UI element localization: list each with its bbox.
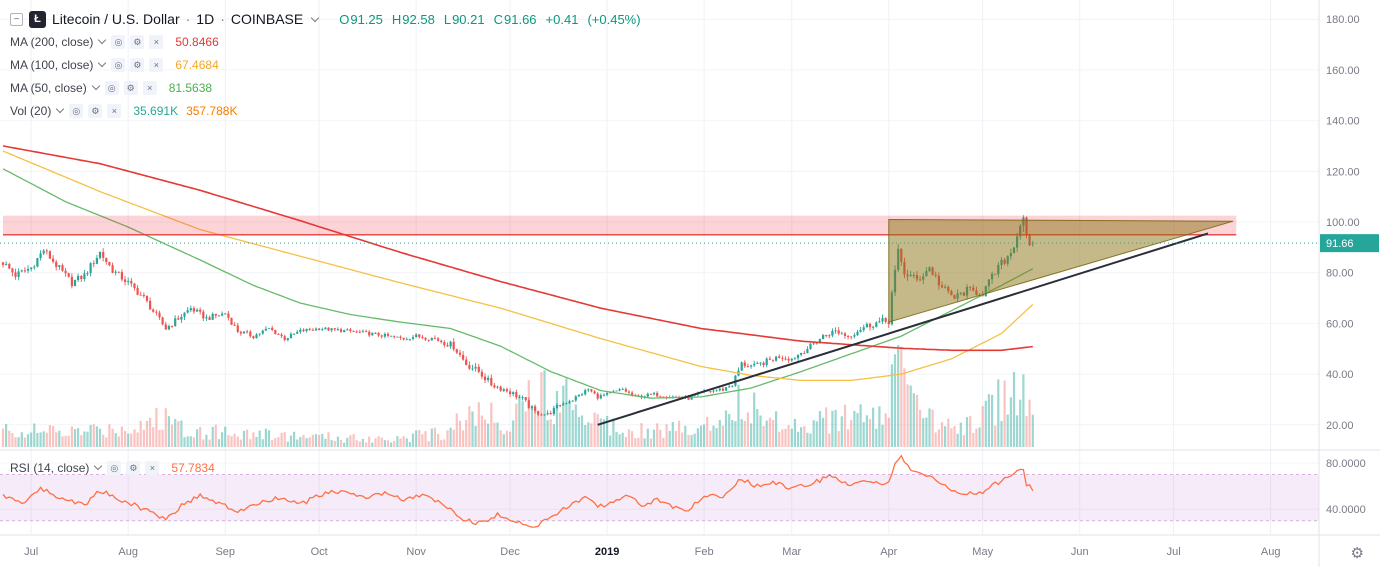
settings-icon[interactable]: ⚙ bbox=[88, 103, 103, 118]
low-value: 90.21 bbox=[452, 11, 485, 27]
indicator-ma50-value: 81.5638 bbox=[168, 80, 213, 95]
time-tick-label: 2019 bbox=[595, 546, 619, 558]
rsi-tick-label: 80.0000 bbox=[1326, 458, 1366, 470]
eye-icon[interactable]: ◎ bbox=[107, 460, 122, 475]
change-value: +0.41 bbox=[545, 11, 579, 27]
price-tick-label: 80.00 bbox=[1326, 268, 1354, 280]
price-tick-label: 60.00 bbox=[1326, 318, 1354, 330]
grid-layer bbox=[0, 0, 1319, 535]
indicator-rsi-value: 57.7834 bbox=[171, 460, 215, 475]
separator-dot: · bbox=[185, 11, 191, 27]
remove-icon[interactable]: × bbox=[149, 34, 164, 49]
indicator-row-rsi[interactable]: RSI (14, close) ◎ ⚙ × 57.7834 bbox=[10, 456, 215, 479]
indicator-ma100-label[interactable]: MA (100, close) bbox=[10, 57, 94, 72]
time-tick-label: Feb bbox=[695, 546, 714, 558]
time-tick-label: Sep bbox=[215, 546, 235, 558]
high-value: 92.58 bbox=[402, 11, 435, 27]
settings-icon[interactable]: ⚙ bbox=[130, 57, 145, 72]
chevron-down-icon[interactable] bbox=[56, 104, 65, 114]
chevron-down-icon[interactable] bbox=[98, 35, 107, 45]
chart-legend: − Ł Litecoin / U.S. Dollar · 1D · COINBA… bbox=[10, 8, 641, 122]
chevron-down-icon[interactable] bbox=[94, 461, 103, 471]
symbol-title[interactable]: Litecoin / U.S. Dollar bbox=[52, 11, 180, 27]
remove-icon[interactable]: × bbox=[149, 57, 164, 72]
price-tick-label: 140.00 bbox=[1326, 116, 1360, 128]
remove-icon[interactable]: × bbox=[142, 80, 157, 95]
settings-gear-icon[interactable]: ⚙ bbox=[1350, 545, 1364, 562]
time-tick-label: Oct bbox=[311, 546, 328, 558]
chevron-down-icon[interactable] bbox=[98, 58, 107, 68]
price-tick-label: 180.00 bbox=[1326, 14, 1360, 26]
interval-label[interactable]: 1D bbox=[196, 11, 215, 27]
indicator-ma200-label[interactable]: MA (200, close) bbox=[10, 34, 94, 49]
eye-icon[interactable]: ◎ bbox=[69, 103, 84, 118]
price-tick-label: 100.00 bbox=[1326, 217, 1360, 229]
time-tick-label: Aug bbox=[1261, 546, 1281, 558]
candles-layer bbox=[1, 215, 1034, 417]
indicator-row-ma200[interactable]: MA (200, close) ◎ ⚙ × 50.8466 bbox=[10, 30, 641, 53]
rsi-tick-label: 40.0000 bbox=[1326, 504, 1366, 516]
eye-icon[interactable]: ◎ bbox=[111, 34, 126, 49]
time-tick-label: Dec bbox=[500, 546, 520, 558]
collapse-pane-icon[interactable]: − bbox=[10, 12, 23, 26]
settings-icon[interactable]: ⚙ bbox=[126, 460, 141, 475]
chevron-down-icon[interactable] bbox=[310, 13, 320, 22]
remove-icon[interactable]: × bbox=[145, 460, 160, 475]
litecoin-logo-icon: Ł bbox=[29, 10, 46, 28]
time-tick-label: Jun bbox=[1071, 546, 1089, 558]
remove-icon[interactable]: × bbox=[107, 103, 122, 118]
indicator-ma200-value: 50.8466 bbox=[175, 34, 219, 49]
settings-icon[interactable]: ⚙ bbox=[130, 34, 145, 49]
time-tick-label: Jul bbox=[1167, 546, 1181, 558]
close-value: 91.66 bbox=[504, 11, 537, 27]
low-label: L bbox=[443, 11, 452, 27]
open-label: O bbox=[339, 11, 350, 27]
symbol-row: − Ł Litecoin / U.S. Dollar · 1D · COINBA… bbox=[10, 8, 641, 30]
exchange-label[interactable]: COINBASE bbox=[230, 11, 304, 27]
change-percent-value: (+0.45%) bbox=[587, 11, 641, 27]
close-label: C bbox=[493, 11, 503, 27]
open-value: 91.25 bbox=[350, 11, 383, 27]
indicator-row-ma100[interactable]: MA (100, close) ◎ ⚙ × 67.4684 bbox=[10, 53, 641, 76]
separator-dot: · bbox=[220, 11, 225, 27]
drawings-layer bbox=[3, 215, 1237, 426]
time-tick-label: May bbox=[972, 546, 993, 558]
high-label: H bbox=[391, 11, 402, 27]
settings-icon[interactable]: ⚙ bbox=[123, 80, 138, 95]
indicator-row-volume[interactable]: Vol (20) ◎ ⚙ × 35.691K 357.788K bbox=[10, 99, 641, 122]
ma-lines-layer bbox=[2, 145, 1034, 399]
price-tick-label: 120.00 bbox=[1326, 166, 1360, 178]
indicator-volume-label[interactable]: Vol (20) bbox=[10, 103, 52, 118]
price-tick-label: 40.00 bbox=[1326, 369, 1354, 381]
indicator-row-ma50[interactable]: MA (50, close) ◎ ⚙ × 81.5638 bbox=[10, 76, 641, 99]
price-tick-label: 160.00 bbox=[1326, 65, 1360, 77]
indicator-rsi-label[interactable]: RSI (14, close) bbox=[10, 460, 90, 475]
indicator-ma50-label[interactable]: MA (50, close) bbox=[10, 80, 87, 95]
time-tick-label: Jul bbox=[24, 546, 38, 558]
rsi-pane-legend: RSI (14, close) ◎ ⚙ × 57.7834 bbox=[10, 456, 215, 479]
time-tick-label: Mar bbox=[782, 546, 801, 558]
eye-icon[interactable]: ◎ bbox=[111, 57, 126, 72]
time-tick-label: Aug bbox=[118, 546, 138, 558]
time-tick-label: Apr bbox=[880, 546, 897, 558]
volume-ma-value: 357.788K bbox=[186, 103, 238, 118]
last-price-badge bbox=[1320, 234, 1379, 253]
indicator-ma100-value: 67.4684 bbox=[175, 57, 219, 72]
volume-value: 35.691K bbox=[133, 103, 179, 118]
ohlc-values: O91.25 H92.58 L90.21 C91.66 +0.41 (+0.45… bbox=[339, 12, 640, 27]
volume-layer bbox=[1, 345, 1034, 447]
last-price-label: 91.66 bbox=[1326, 238, 1354, 250]
rsi-pane-layer bbox=[0, 454, 1319, 528]
price-tick-label: 20.00 bbox=[1326, 420, 1354, 432]
chevron-down-icon[interactable] bbox=[91, 81, 100, 91]
eye-icon[interactable]: ◎ bbox=[104, 80, 119, 95]
time-tick-label: Nov bbox=[406, 546, 426, 558]
